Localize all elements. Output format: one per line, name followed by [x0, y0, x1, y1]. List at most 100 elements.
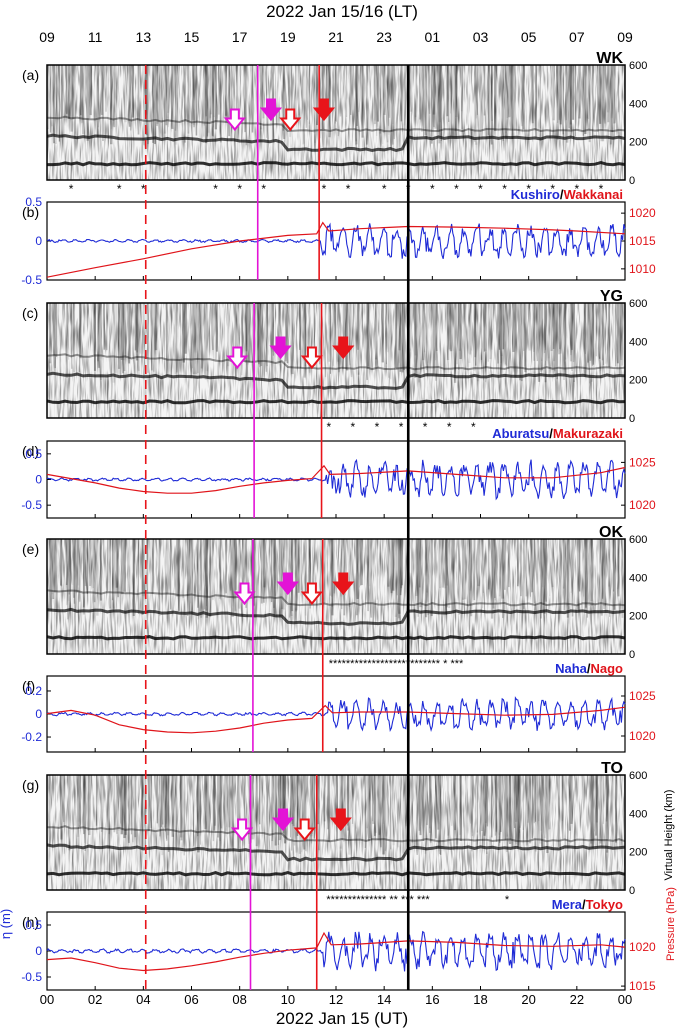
panel-frame: [46, 538, 626, 655]
panel-letter: (f): [22, 678, 35, 694]
pressure-series-line: [46, 221, 626, 278]
tide-series-line: [46, 458, 626, 501]
magenta-filled-arrow: [276, 572, 299, 596]
ut-tick-label: 10: [281, 992, 295, 1007]
star-marker: *: [478, 182, 483, 196]
panel-letter: (d): [22, 443, 39, 459]
top-title: 2022 Jan 15/16 (LT): [266, 2, 418, 21]
legend-left-station: Naha: [555, 661, 588, 676]
ionogram-noise: [47, 539, 625, 654]
legend-right-station: Tokyo: [586, 897, 623, 912]
star-marker: *: [502, 182, 507, 196]
star-marker: *: [550, 182, 555, 196]
y-right-tick-label: 1020: [629, 206, 656, 220]
legend-separator: /: [582, 897, 586, 912]
lt-tick-label: 09: [39, 29, 55, 45]
legend-left-station: Mera: [552, 897, 583, 912]
ut-tick-label: 20: [521, 992, 535, 1007]
y-right-tick-label: 1015: [629, 234, 656, 248]
lt-tick-label: 19: [280, 29, 296, 45]
magenta-filled-arrow: [271, 808, 295, 832]
ionogram-noise: [47, 65, 625, 180]
star-marker: *: [346, 182, 351, 196]
y-left-tick-label: 0.5: [25, 447, 42, 461]
y-left-tick-label: -0.2: [21, 730, 42, 744]
panels: (a)WK6004002000******************(b)0.50…: [21, 50, 656, 993]
y-left-tick-label: -0.5: [21, 273, 42, 287]
lt-tick-label: 15: [184, 29, 200, 45]
legend-separator: /: [587, 661, 591, 676]
panel-frame: [46, 302, 626, 419]
lt-tick-label: 11: [88, 29, 103, 45]
star-marker: *: [454, 182, 459, 196]
ut-tick-label: 00: [40, 992, 54, 1007]
series-legend: Mera/Tokyo: [552, 897, 623, 912]
panel-letter: (b): [22, 204, 39, 220]
y-tick-label: 200: [629, 137, 647, 149]
panel-frame: [46, 440, 626, 519]
panel-letter: (g): [22, 777, 39, 793]
series-legend: Kushiro/Wakkanai: [511, 187, 623, 202]
star-marker: *: [505, 894, 510, 906]
station-label: YG: [600, 288, 623, 305]
panel-frame: [46, 774, 626, 891]
ionogram-noise: [47, 303, 625, 418]
panel-frame: [46, 201, 626, 281]
star-marker: *: [399, 420, 404, 434]
tide-series-line: [46, 222, 626, 259]
y-tick-label: 400: [629, 808, 647, 820]
y-left-tick-label: 0: [35, 473, 42, 487]
station-label: WK: [596, 50, 623, 67]
magenta-open-arrow: [230, 818, 254, 842]
panel-letter: (c): [22, 305, 38, 321]
star-marker: *: [471, 420, 476, 434]
panel-letter: (e): [22, 541, 39, 557]
panel-letter: (a): [22, 67, 39, 83]
y-tick-label: 400: [629, 98, 647, 110]
eta-label: η (m): [0, 909, 13, 939]
y-left-tick-label: 0.2: [25, 684, 42, 698]
star-marker: *: [375, 420, 380, 434]
station-label: OK: [599, 524, 623, 541]
star-marker: *: [213, 182, 218, 196]
lt-tick-label: 05: [521, 29, 537, 45]
y-right-tick-label: 1020: [629, 498, 656, 512]
legend-left-station: Kushiro: [511, 187, 560, 202]
legend-separator: /: [549, 426, 553, 441]
ionogram-noise: [47, 775, 625, 890]
ut-tick-label: 12: [329, 992, 343, 1007]
panel-g: (g) TO 600 400 200 0 ************** ** *** ***…: [22, 760, 647, 906]
ut-tick-label: 04: [136, 992, 150, 1007]
legend-left-station: Aburatsu: [492, 426, 549, 441]
star-marker: *: [322, 182, 327, 196]
star-marker: *: [261, 182, 266, 196]
pressure-series-line: [46, 464, 626, 494]
ut-tick-labels: 00 02 04 06 08 10 12 14 16 18 20 22 00: [40, 992, 632, 1007]
ut-tick-label: 00: [618, 992, 632, 1007]
panel-e: (e) OK 600 400 200 0 *************************…: [22, 524, 647, 670]
panel-d: (d)0.5 0 -0.5 1025 1020 Aburatsu/Makurazaki: [21, 303, 656, 519]
y-tick-label: 0: [629, 649, 635, 661]
star-marker: *: [141, 182, 146, 196]
red-open-arrow: [300, 582, 324, 606]
magenta-filled-arrow: [269, 336, 292, 360]
legend-separator: /: [560, 187, 564, 202]
y-left-tick-label: 0: [35, 944, 42, 958]
tide-series-line: [46, 930, 626, 972]
y-right-tick-label: 1020: [629, 729, 656, 743]
lt-tick-label: 17: [232, 29, 248, 45]
y-left-tick-label: -0.5: [21, 498, 42, 512]
y-tick-label: 0: [629, 885, 635, 897]
panel-h: (h)0.5 0 -0.5 1020 1015 Mera/Tokyo: [21, 775, 656, 993]
y-right-tick-label: 1020: [629, 940, 656, 954]
magenta-open-arrow: [226, 346, 249, 370]
pressure-series-line: [46, 931, 626, 972]
star-marker: *: [430, 182, 435, 196]
ut-tick-label: 08: [232, 992, 246, 1007]
ut-tick-label: 06: [184, 992, 198, 1007]
y-left-tick-label: 0: [35, 234, 42, 248]
star-marker: *: [237, 182, 242, 196]
y-left-tick-label: 0.5: [25, 918, 42, 932]
red-filled-arrow: [332, 572, 355, 596]
